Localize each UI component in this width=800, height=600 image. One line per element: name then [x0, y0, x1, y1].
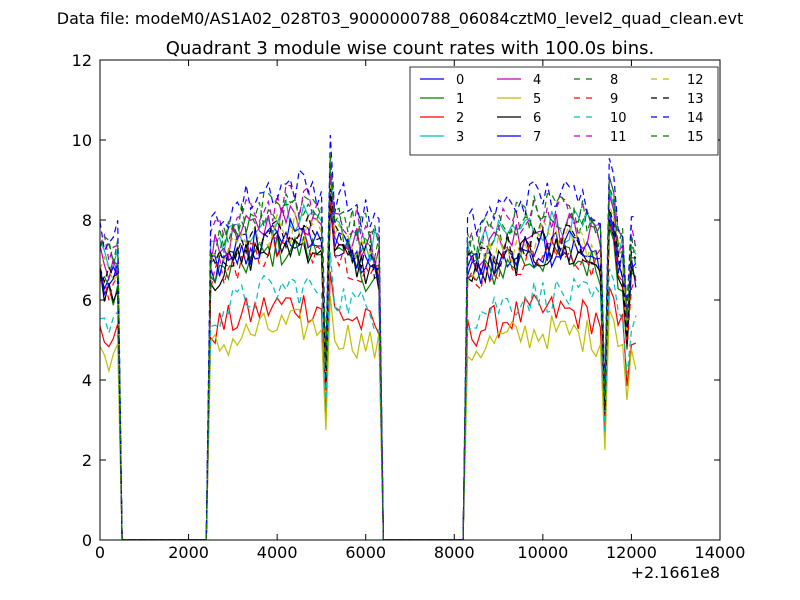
- x-tick-label: 2000: [168, 543, 209, 562]
- x-tick-label: 0: [95, 543, 105, 562]
- legend-label-11: 11: [610, 130, 627, 145]
- legend-label-2: 2: [456, 111, 464, 126]
- legend-label-13: 13: [687, 92, 704, 107]
- legend-label-7: 7: [533, 130, 541, 145]
- series-line-13: [100, 188, 637, 540]
- legend-label-5: 5: [533, 92, 541, 107]
- legend-label-8: 8: [610, 73, 618, 88]
- series-line-11: [100, 154, 637, 540]
- y-tick-label: 6: [82, 291, 92, 310]
- legend-label-6: 6: [533, 111, 541, 126]
- series-line-0: [100, 198, 637, 540]
- x-tick-label: 8000: [434, 543, 475, 562]
- x-tick-label: 14000: [695, 543, 746, 562]
- y-tick-label: 12: [72, 51, 92, 70]
- series-line-9: [100, 203, 637, 540]
- legend-label-4: 4: [533, 73, 541, 88]
- series-line-14: [100, 134, 637, 540]
- series-line-8: [100, 164, 637, 540]
- x-tick-label: 10000: [517, 543, 568, 562]
- series-line-3: [100, 169, 637, 540]
- series-layer: [100, 134, 637, 540]
- x-tick-label: 4000: [257, 543, 298, 562]
- x-tick-label: 12000: [606, 543, 657, 562]
- legend-label-10: 10: [610, 111, 627, 126]
- chart-suptitle: Data file: modeM0/AS1A02_028T03_90000007…: [57, 9, 743, 29]
- legend-label-14: 14: [687, 111, 704, 126]
- legend-label-3: 3: [456, 130, 464, 145]
- y-tick-label: 8: [82, 211, 92, 230]
- x-tick-label: 6000: [345, 543, 386, 562]
- legend-label-1: 1: [456, 92, 464, 107]
- y-tick-label: 2: [82, 451, 92, 470]
- series-line-2: [100, 271, 637, 540]
- legend-label-15: 15: [687, 130, 704, 145]
- x-axis: 0 2000 4000 6000 8000 10000 12000 14000: [95, 60, 746, 562]
- y-tick-label: 4: [82, 371, 92, 390]
- x-offset-label: +2.1661e8: [631, 563, 720, 582]
- series-line-7: [100, 193, 637, 540]
- chart-title: Quadrant 3 module wise count rates with …: [166, 38, 655, 59]
- series-line-12: [100, 183, 637, 540]
- legend-label-12: 12: [687, 73, 704, 88]
- y-tick-label: 0: [82, 531, 92, 550]
- legend-box: [409, 66, 719, 156]
- series-line-5: [100, 295, 637, 540]
- series-line-4: [100, 173, 637, 540]
- legend-label-9: 9: [610, 92, 618, 107]
- legend-label-0: 0: [456, 73, 464, 88]
- series-line-15: [100, 154, 637, 540]
- y-tick-label: 10: [72, 131, 92, 150]
- series-line-10: [100, 252, 637, 540]
